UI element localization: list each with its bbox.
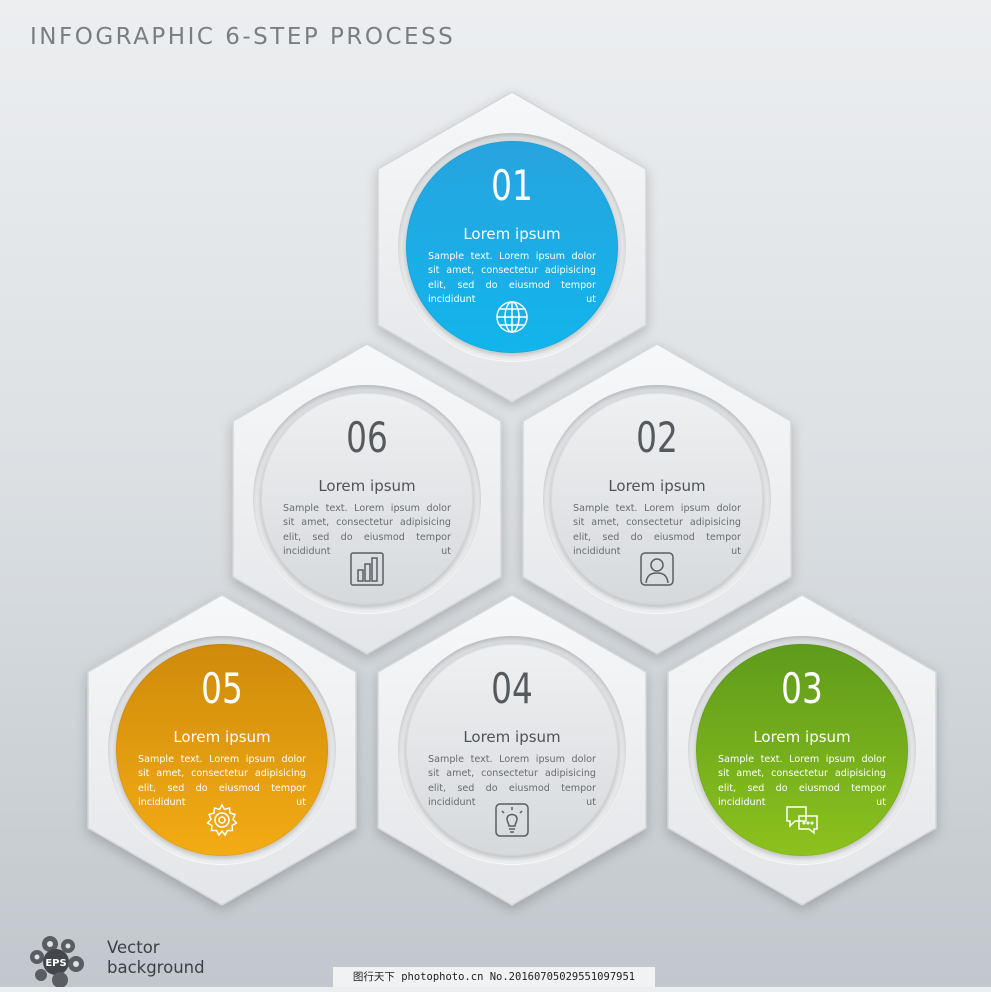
chat-icon — [784, 802, 820, 838]
step-description: Sample text. Lorem ipsum dolor sit amet,… — [718, 754, 886, 809]
step-06-ring: 06 Lorem ipsum Sample text. Lorem ipsum … — [253, 385, 481, 613]
globe-icon — [494, 299, 530, 335]
step-06-hexagon: 06 Lorem ipsum Sample text. Lorem ipsum … — [226, 340, 508, 658]
page-title: INFOGRAPHIC 6-STEP PROCESS — [30, 24, 456, 50]
lightbulb-icon — [494, 802, 530, 838]
step-description: Sample text. Lorem ipsum dolor sit amet,… — [428, 754, 596, 809]
step-06-disc: 06 Lorem ipsum Sample text. Lorem ipsum … — [261, 393, 473, 605]
logo-line-1: Vector — [107, 938, 160, 957]
step-number: 06 — [346, 413, 388, 462]
step-heading: Lorem ipsum — [318, 477, 416, 495]
step-04-ring: 04 Lorem ipsum Sample text. Lorem ipsum … — [398, 636, 626, 864]
step-04-disc: 04 Lorem ipsum Sample text. Lorem ipsum … — [406, 644, 618, 856]
step-02-ring: 02 Lorem ipsum Sample text. Lorem ipsum … — [543, 385, 771, 613]
step-number: 05 — [201, 664, 243, 713]
user-icon — [639, 551, 675, 587]
step-05-hexagon: 05 Lorem ipsum Sample text. Lorem ipsum … — [81, 591, 363, 909]
step-05-ring: 05 Lorem ipsum Sample text. Lorem ipsum … — [108, 636, 336, 864]
step-number: 02 — [636, 413, 678, 462]
step-description: Sample text. Lorem ipsum dolor sit amet,… — [428, 251, 596, 306]
step-description: Sample text. Lorem ipsum dolor sit amet,… — [573, 503, 741, 558]
step-description: Sample text. Lorem ipsum dolor sit amet,… — [138, 754, 306, 809]
step-number: 03 — [781, 664, 823, 713]
gear-icon — [204, 802, 240, 838]
step-heading: Lorem ipsum — [463, 728, 561, 746]
step-01-ring: 01 Lorem ipsum Sample text. Lorem ipsum … — [398, 133, 626, 361]
step-03-ring: 03 Lorem ipsum Sample text. Lorem ipsum … — [688, 636, 916, 864]
step-01-disc: 01 Lorem ipsum Sample text. Lorem ipsum … — [406, 141, 618, 353]
step-02-disc: 02 Lorem ipsum Sample text. Lorem ipsum … — [551, 393, 763, 605]
step-03-hexagon: 03 Lorem ipsum Sample text. Lorem ipsum … — [661, 591, 943, 909]
step-description: Sample text. Lorem ipsum dolor sit amet,… — [283, 503, 451, 558]
step-heading: Lorem ipsum — [753, 728, 851, 746]
step-number: 04 — [491, 664, 533, 713]
step-heading: Lorem ipsum — [608, 477, 706, 495]
eps-logo: EPS — [28, 932, 108, 988]
step-number: 01 — [491, 161, 533, 210]
logo-badge-text: EPS — [45, 958, 66, 969]
step-04-hexagon: 04 Lorem ipsum Sample text. Lorem ipsum … — [371, 591, 653, 909]
step-heading: Lorem ipsum — [173, 728, 271, 746]
bar-chart-icon — [349, 551, 385, 587]
logo-caption: Vector background — [107, 938, 205, 978]
step-01-hexagon: 01 Lorem ipsum Sample text. Lorem ipsum … — [371, 88, 653, 406]
step-03-disc: 03 Lorem ipsum Sample text. Lorem ipsum … — [696, 644, 908, 856]
step-heading: Lorem ipsum — [463, 225, 561, 243]
step-02-hexagon: 02 Lorem ipsum Sample text. Lorem ipsum … — [516, 340, 798, 658]
logo-line-2: background — [107, 958, 205, 977]
watermark-bar: 图行天下 photophoto.cn No.201607050295510979… — [333, 967, 655, 987]
step-05-disc: 05 Lorem ipsum Sample text. Lorem ipsum … — [116, 644, 328, 856]
